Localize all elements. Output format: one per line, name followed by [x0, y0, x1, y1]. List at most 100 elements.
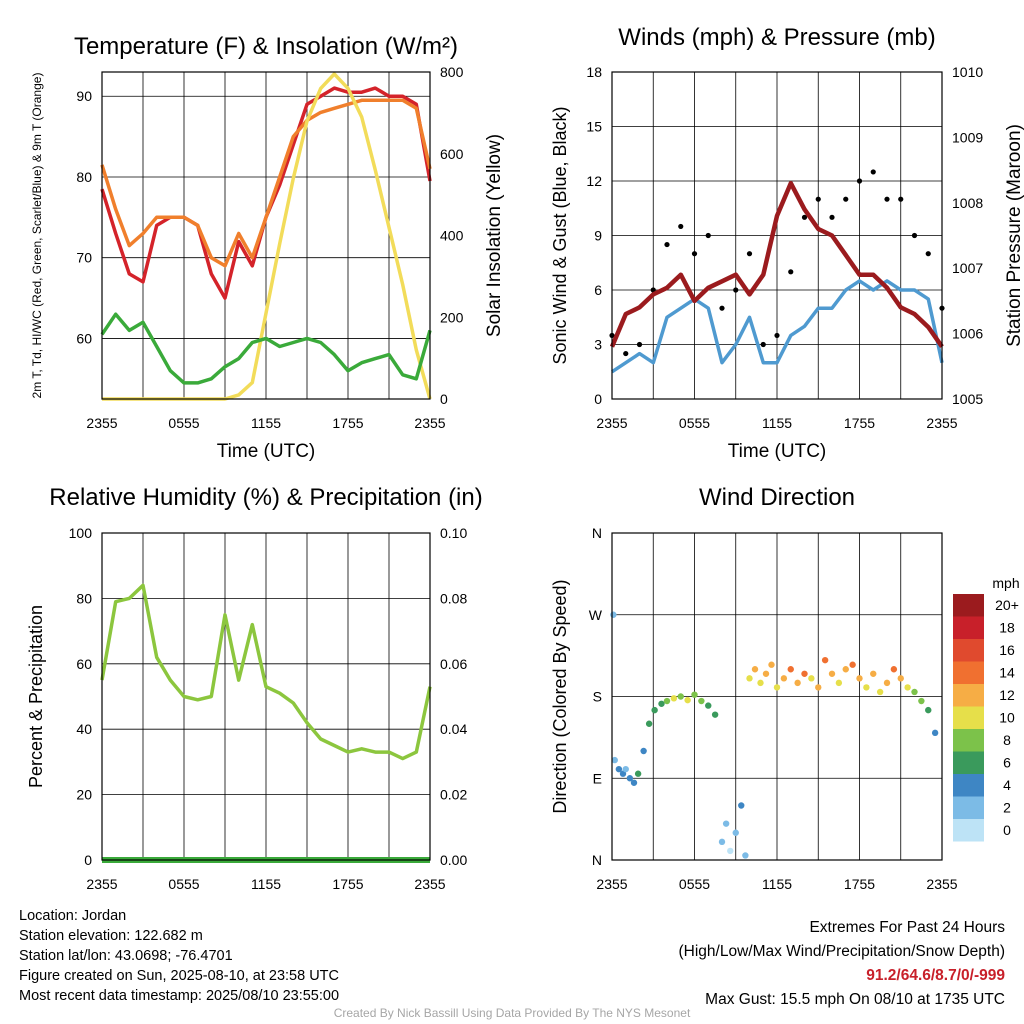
- gust-point: [650, 287, 656, 293]
- x-tick-label: 1155: [762, 876, 792, 892]
- x-tick-label: 1155: [251, 415, 281, 431]
- chart-title: Wind Direction: [699, 484, 855, 511]
- y-axis-label: Direction (Colored By Speed): [550, 579, 570, 813]
- direction-point: [738, 802, 745, 809]
- direction-point: [856, 675, 863, 682]
- y-tick-label: 15: [586, 119, 602, 135]
- direction-point: [691, 691, 698, 698]
- x-tick-label: 1755: [332, 876, 363, 892]
- x-tick-label: 0555: [168, 415, 199, 431]
- direction-point: [808, 675, 815, 682]
- y-axis-label: Sonic Wind & Gust (Blue, Black): [550, 106, 570, 364]
- direction-point: [630, 779, 638, 786]
- series-line: [100, 583, 432, 761]
- legend-label: 20+: [995, 597, 1019, 613]
- y-right-tick-label: 0.02: [440, 787, 467, 803]
- timestamp-line: Most recent data timestamp: 2025/08/10 2…: [19, 988, 340, 1004]
- x-tick-label: 1755: [332, 415, 363, 431]
- legend-swatch: [953, 661, 984, 684]
- direction-point: [762, 670, 770, 677]
- y-tick-label: 12: [586, 173, 602, 189]
- x-tick-label: 1155: [762, 415, 792, 431]
- gust-point: [664, 241, 670, 248]
- direction-point: [751, 666, 759, 673]
- gust-point: [788, 269, 794, 275]
- direction-point: [705, 702, 712, 709]
- direction-point: [698, 697, 705, 705]
- station-info: Location: Jordan Station elevation: 122.…: [19, 906, 339, 1006]
- direction-point: [876, 688, 884, 696]
- direction-point: [870, 670, 877, 677]
- legend-swatch: [953, 774, 984, 797]
- series-line: [609, 180, 944, 348]
- x-tick-label: 0555: [679, 415, 710, 431]
- legend-swatch: [953, 796, 984, 819]
- gust-point: [774, 332, 780, 339]
- direction-point: [718, 838, 726, 846]
- direction-point: [931, 729, 939, 737]
- y-tick-label: 80: [76, 169, 92, 185]
- direction-point: [651, 706, 658, 714]
- y-right-tick-label: 800: [440, 64, 464, 80]
- direction-point: [684, 696, 691, 704]
- x-axis-label: Time (UTC): [728, 441, 827, 462]
- y-axis-label: Percent & Precipitation: [26, 605, 46, 788]
- y-tick-label: 20: [76, 787, 92, 803]
- direction-point: [794, 679, 801, 687]
- legend-label: 2: [1003, 800, 1011, 816]
- y-right-tick-label: 0.08: [440, 590, 467, 606]
- chart-title: Relative Humidity (%) & Precipitation (i…: [49, 484, 482, 511]
- direction-point: [890, 666, 898, 673]
- direction-point: [640, 747, 647, 755]
- max-gust-line: Max Gust: 15.5 mph On 08/10 at 1735 UTC: [705, 991, 1005, 1008]
- direction-point: [787, 666, 794, 673]
- extremes-heading: Extremes For Past 24 Hours: [809, 919, 1005, 936]
- legend-swatch: [953, 639, 984, 662]
- y-tick-label: 0: [84, 852, 92, 868]
- gust-point: [870, 169, 876, 175]
- y-right-tick-label: 600: [440, 146, 464, 162]
- x-tick-label: 2355: [414, 415, 445, 431]
- y-tick-label: W: [589, 607, 603, 623]
- y-right-tick-label: 1007: [952, 260, 983, 276]
- direction-point: [634, 770, 642, 777]
- direction-point: [849, 661, 856, 668]
- direction-point: [918, 697, 925, 705]
- y-tick-label: 3: [594, 337, 602, 353]
- gust-point: [746, 251, 753, 257]
- direction-point: [645, 720, 653, 727]
- direction-point: [768, 661, 775, 668]
- gust-point: [829, 214, 835, 220]
- y-tick-label: 70: [76, 250, 92, 266]
- plot-frame: [611, 532, 943, 861]
- gust-point: [801, 214, 808, 220]
- y-tick-label: 0: [594, 391, 602, 407]
- legend-swatch: [953, 684, 984, 707]
- y-right-axis-label: Solar Insolation (Yellow): [484, 134, 505, 337]
- chart-title: Temperature (F) & Insolation (W/m²): [74, 33, 458, 60]
- y-tick-label: S: [593, 689, 602, 705]
- gust-point: [925, 251, 931, 257]
- y-tick-label: 60: [76, 330, 92, 346]
- y-right-axis-label: Station Pressure (Maroon): [1004, 124, 1024, 347]
- direction-point: [925, 706, 932, 714]
- latlon-line: Station lat/lon: 43.0698; -76.4701: [19, 948, 233, 964]
- y-right-tick-label: 0.00: [440, 852, 467, 868]
- y-right-tick-label: 0.04: [440, 721, 467, 737]
- legend-label: 4: [1003, 777, 1011, 793]
- legend-swatch: [953, 729, 984, 752]
- gust-point: [733, 287, 739, 293]
- elevation-line: Station elevation: 122.682 m: [19, 928, 203, 944]
- direction-point: [757, 679, 764, 687]
- gust-point: [856, 178, 863, 184]
- x-tick-label: 2355: [926, 876, 957, 892]
- y-right-tick-label: 1006: [952, 326, 983, 342]
- direction-point: [883, 679, 891, 687]
- direction-point: [626, 775, 634, 782]
- direction-point: [727, 847, 734, 855]
- x-tick-label: 0555: [679, 876, 710, 892]
- gust-point: [705, 232, 711, 239]
- y-right-tick-label: 1009: [952, 129, 983, 145]
- gust-point: [815, 196, 821, 202]
